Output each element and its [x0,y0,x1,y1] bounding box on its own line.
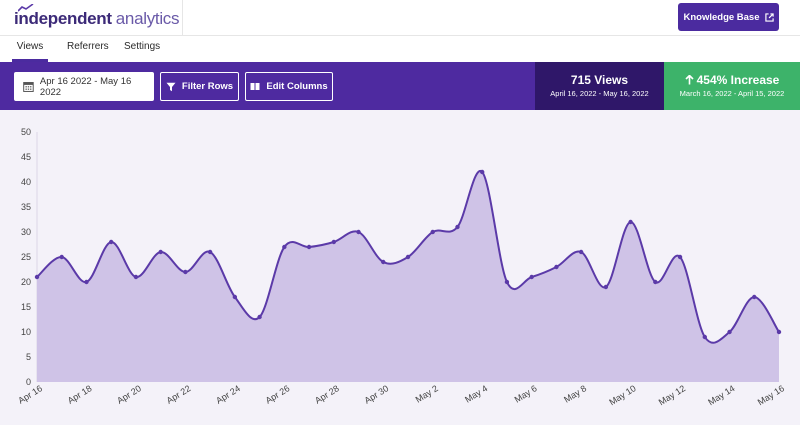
x-tick-label: Apr 24 [214,383,242,406]
data-point[interactable] [381,259,386,265]
data-point[interactable] [133,274,139,280]
y-tick-label: 0 [26,377,31,387]
knowledge-base-button[interactable]: Knowledge Base [678,3,779,31]
data-point[interactable] [578,249,584,255]
data-point[interactable] [677,254,683,260]
y-tick-label: 30 [21,227,31,237]
x-tick-label: Apr 22 [165,383,193,406]
arrow-up-icon [685,74,694,85]
edit-columns-label: Edit Columns [266,81,328,92]
data-point[interactable] [34,274,40,280]
data-point[interactable] [529,274,534,280]
data-point[interactable] [59,254,64,260]
increase-range: March 16, 2022 - April 15, 2022 [679,89,785,98]
data-point[interactable] [430,229,435,235]
filter-rows-button[interactable]: Filter Rows [160,72,239,101]
data-point[interactable] [207,249,213,255]
y-tick-label: 25 [21,252,31,262]
data-point[interactable] [405,254,411,260]
data-point[interactable] [183,269,188,275]
date-range-label: Apr 16 2022 - May 16 2022 [39,75,132,98]
tab-views[interactable]: Views [12,37,48,62]
filter-rows-label: Filter Rows [181,81,234,92]
data-point[interactable] [356,229,361,235]
views-range: April 16, 2022 - May 16, 2022 [550,89,649,98]
data-point[interactable] [306,244,312,250]
header-divider [182,0,183,36]
data-point[interactable] [109,239,114,245]
x-tick-label: May 6 [513,383,539,404]
increase-stat: 454% Increase March 16, 2022 - April 15,… [664,62,800,110]
external-link-icon [764,12,774,22]
increase-value-row: 454% Increase [664,73,800,87]
calendar-icon [23,82,34,92]
x-tick-label: Apr 28 [313,383,341,406]
edit-columns-button[interactable]: Edit Columns [245,72,333,101]
x-tick-label: May 16 [756,383,786,407]
data-point[interactable] [480,169,485,175]
logo-chart-icon [18,4,34,12]
data-point[interactable] [702,334,707,340]
x-tick-label: May 4 [463,383,489,404]
data-point[interactable] [504,279,510,285]
x-tick-label: May 8 [562,383,588,404]
data-point[interactable] [653,279,658,285]
y-tick-label: 50 [21,127,31,137]
data-point[interactable] [455,224,460,230]
data-point[interactable] [776,329,782,335]
app-logo[interactable]: independent analytics [14,4,180,30]
data-point[interactable] [158,249,163,255]
data-point[interactable] [603,284,609,290]
y-tick-label: 10 [21,327,31,337]
data-point[interactable] [232,294,238,300]
y-tick-label: 35 [21,202,31,212]
data-point[interactable] [628,219,633,225]
filter-icon [166,82,176,91]
y-tick-label: 45 [21,152,31,162]
views-chart-area: 0 5 10 15 20 25 30 35 40 45 50 Apr 16 Apr 18 Apr 20 Ap… [0,110,800,425]
x-tick-label: May 14 [706,383,736,407]
columns-icon [250,83,260,90]
x-tick-label: May 12 [657,383,687,407]
logo-text-strong: independent [14,9,112,28]
tab-settings[interactable]: Settings [124,41,161,52]
data-point[interactable] [752,294,757,300]
logo-text-light: analytics [115,9,180,28]
x-tick-label: Apr 18 [66,383,94,406]
top-bar: independent analytics Knowledge Base [0,0,800,36]
data-point[interactable] [331,239,336,245]
data-point[interactable] [84,279,89,285]
y-tick-label: 40 [21,177,31,187]
y-tick-label: 5 [26,352,31,362]
views-value: 715 Views [570,73,629,87]
data-point[interactable] [282,244,287,250]
increase-value: 454% Increase [696,73,780,87]
main-tabs: Views Referrers Settings [0,37,800,62]
date-range-button[interactable]: Apr 16 2022 - May 16 2022 [14,72,154,101]
x-tick-label: Apr 30 [363,383,391,406]
x-tick-label: Apr 26 [264,383,292,406]
x-tick-label: May 10 [607,383,637,407]
data-point[interactable] [257,314,262,320]
y-tick-label: 20 [21,277,31,287]
views-stat: 715 Views April 16, 2022 - May 16, 2022 [535,62,664,110]
x-tick-label: Apr 20 [115,383,143,406]
report-toolbar: Apr 16 2022 - May 16 2022 Filter Rows Ed… [0,62,800,110]
tab-referrers[interactable]: Referrers [67,41,109,52]
knowledge-base-label: Knowledge Base [683,11,760,23]
series-area [37,170,779,382]
y-tick-label: 15 [21,302,31,312]
x-tick-label: May 2 [414,383,440,404]
data-point[interactable] [554,264,559,270]
data-point[interactable] [727,329,732,335]
